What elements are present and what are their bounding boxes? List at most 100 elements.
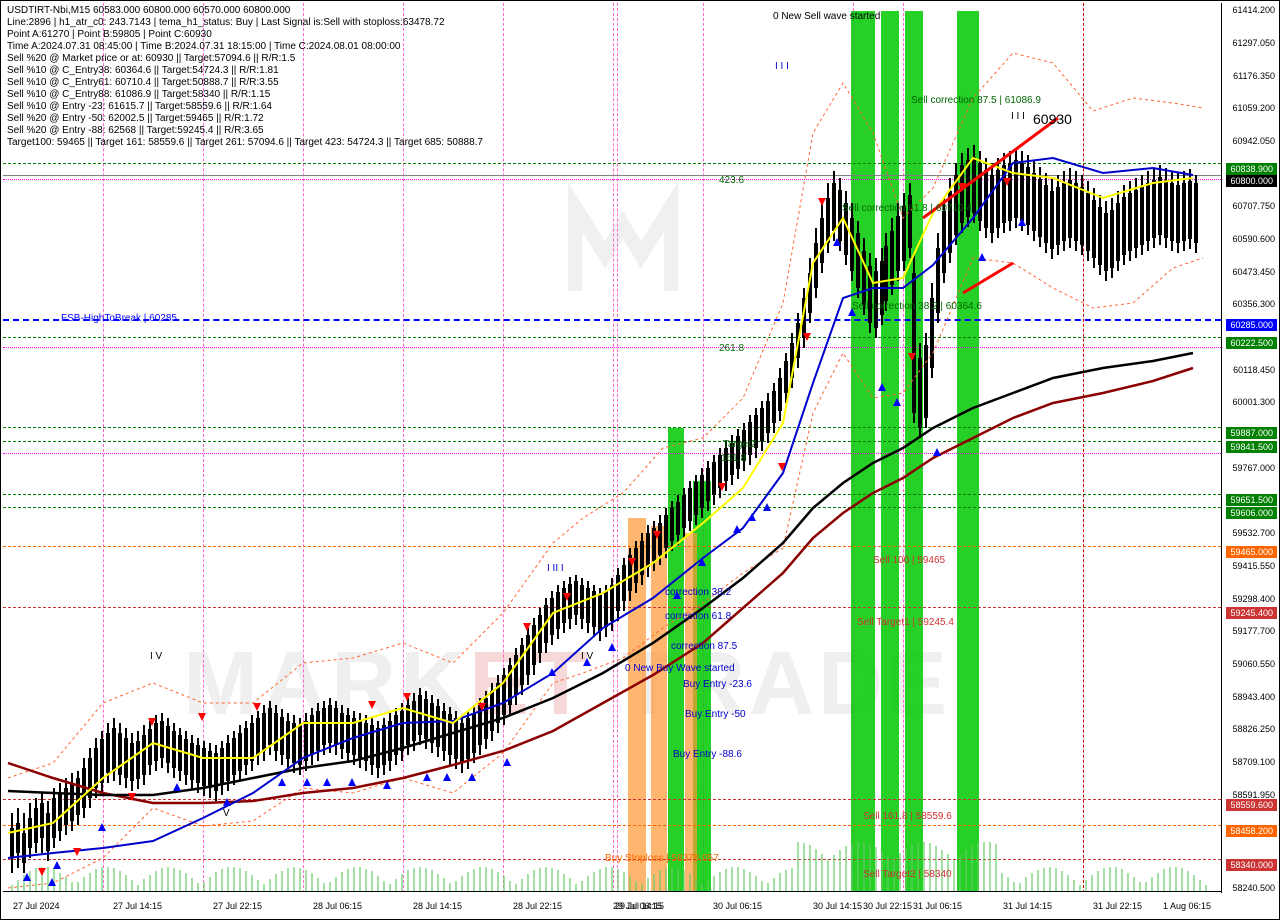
buy-arrow-icon (443, 773, 451, 781)
candle-body (388, 721, 392, 761)
volume-bar (725, 869, 727, 893)
volume-bar (467, 872, 469, 893)
buy-arrow-icon (468, 773, 476, 781)
candle-body (250, 723, 254, 761)
candle-body (496, 683, 500, 723)
candle-body (1170, 183, 1174, 241)
chart-area: MARKET TRADE 0 New Sell wave startedFSB-… (3, 3, 1221, 893)
volume-bar (977, 843, 979, 893)
candle-body (592, 591, 596, 627)
volume-bar (923, 842, 925, 893)
volume-bar (551, 868, 553, 893)
volume-bar (803, 843, 805, 893)
volume-bar (35, 868, 37, 893)
x-tick: 30 Jul 06:15 (713, 901, 762, 911)
candle-body (772, 391, 776, 423)
candle-body (646, 533, 650, 567)
candle-body (220, 748, 224, 785)
volume-bar (1109, 867, 1111, 893)
candle-body (1110, 210, 1114, 268)
volume-bar (59, 873, 61, 893)
candle-body (948, 191, 952, 253)
horizontal-line (3, 427, 1221, 428)
volume-bar (221, 869, 223, 893)
volume-bar (989, 842, 991, 893)
candle-body (1050, 191, 1054, 249)
volume-bar (539, 868, 541, 893)
horizontal-line (3, 546, 1221, 547)
y-tick: 60590.600 (1232, 234, 1275, 244)
price-label: 59887.000 (1226, 427, 1277, 439)
candle-body (1116, 203, 1120, 261)
candle-body (100, 739, 104, 783)
volume-bar (917, 843, 919, 893)
candle-body (280, 717, 284, 755)
candle-body (136, 741, 140, 779)
x-tick: 1 Aug 06:15 (1163, 901, 1211, 911)
horizontal-line (3, 337, 1221, 338)
candle-body (1146, 183, 1150, 241)
volume-bar (233, 867, 235, 893)
candle-body (490, 691, 494, 731)
volume-bar (743, 869, 745, 893)
candle-body (382, 725, 386, 765)
info-line-10: Sell %20 @ Entry -50: 62002.5 || Target:… (7, 113, 264, 124)
candle-body (784, 361, 788, 393)
chart-annotation: I I I (1011, 111, 1025, 122)
chart-annotation: correction 61.8 (665, 611, 731, 622)
candle-body (448, 714, 452, 755)
candle-body (658, 523, 662, 555)
y-tick: 59532.700 (1232, 528, 1275, 538)
y-tick: 59767.000 (1232, 463, 1275, 473)
volume-bar (1187, 871, 1189, 893)
volume-bar (791, 868, 793, 893)
x-tick: 27 Jul 22:15 (213, 901, 262, 911)
volume-bar (365, 869, 367, 893)
volume-bar (425, 868, 427, 893)
green-band (881, 11, 899, 893)
candle-body (148, 729, 152, 765)
volume-bar (497, 872, 499, 893)
volume-bar (293, 867, 295, 893)
volume-bar (665, 868, 667, 893)
sell-arrow-icon (128, 793, 136, 801)
volume-bar (1169, 867, 1171, 893)
volume-bar (1043, 868, 1045, 893)
candle-body (1104, 213, 1108, 271)
candle-body (778, 378, 782, 411)
buy-arrow-icon (48, 878, 56, 886)
volume-bar (245, 871, 247, 893)
candle-body (838, 190, 842, 241)
sell-arrow-icon (1003, 178, 1011, 186)
candle-body (88, 758, 92, 798)
candle-body (436, 706, 440, 747)
buy-arrow-icon (1018, 218, 1026, 226)
chart-annotation: I II I (547, 563, 564, 574)
chart-annotation: I V (581, 651, 593, 662)
volume-bar (557, 870, 559, 893)
candle-body (340, 713, 344, 749)
candle-body (978, 163, 982, 221)
candle-body (472, 713, 476, 753)
candle-body (1056, 187, 1060, 245)
volume-bar (239, 868, 241, 893)
volume-bar (797, 842, 799, 893)
volume-bar (1163, 869, 1165, 893)
price-label: 58458.200 (1226, 825, 1277, 837)
green-band (905, 11, 923, 893)
volume-bar (185, 873, 187, 893)
info-line-11: Sell %20 @ Entry -88: 62568 || Target:59… (7, 125, 264, 136)
candle-body (40, 803, 44, 838)
y-tick: 60118.450 (1233, 365, 1275, 375)
volume-bar (671, 867, 673, 893)
chart-annotation: Buy Stoploss | 58378.057 (605, 853, 719, 864)
y-axis: 61414.20061297.05061176.35061059.2006094… (1221, 3, 1279, 893)
price-label: 60800.000 (1226, 175, 1277, 187)
candle-body (1008, 163, 1012, 221)
candle-body (346, 715, 350, 753)
candle-body (1152, 180, 1156, 238)
candle-body (884, 246, 888, 301)
horizontal-line (3, 347, 1221, 348)
volume-bar (833, 855, 835, 893)
volume-bar (431, 870, 433, 893)
